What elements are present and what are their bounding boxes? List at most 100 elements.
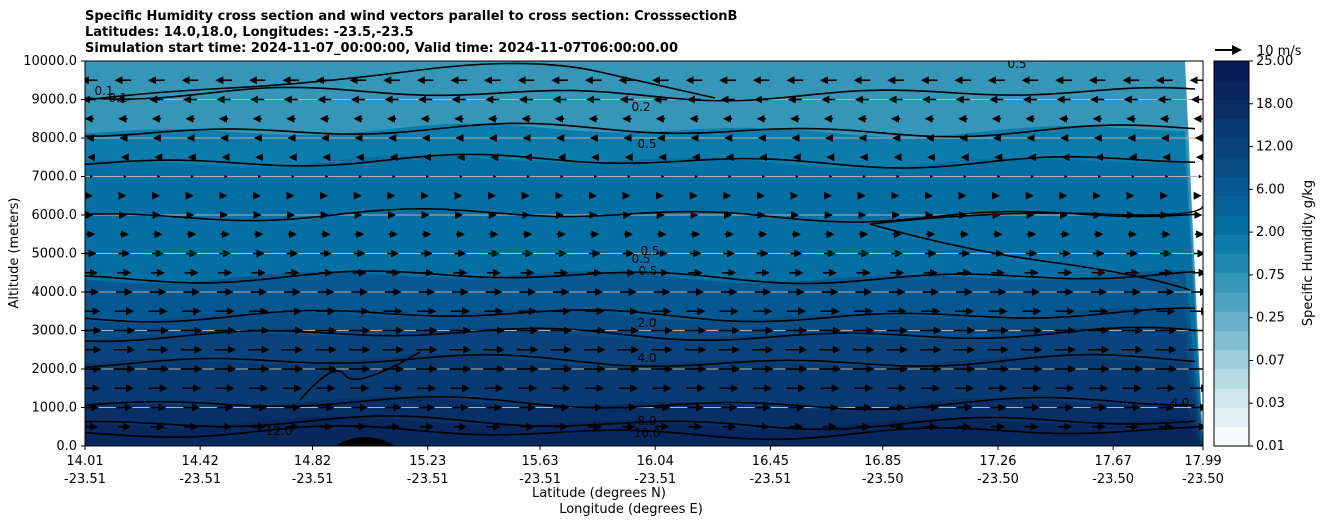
colorbar-band — [1214, 311, 1249, 331]
contour-line — [85, 415, 1196, 431]
wind-vector — [627, 174, 631, 179]
chart-title-line-2: Latitudes: 14.0,18.0, Longitudes: -23.5,… — [85, 25, 414, 40]
x-tick-label-lat: 14.82 — [294, 454, 331, 469]
contour-line — [85, 326, 1196, 343]
y-tick-label: 3000.0 — [32, 324, 78, 339]
x-tick-label-lat: 15.63 — [521, 454, 558, 469]
colorbar-tick-label: 25.00 — [1256, 54, 1293, 69]
contour-line — [85, 122, 1196, 138]
chart-title-line-3: Simulation start time: 2024-11-07_00:00:… — [85, 41, 678, 56]
wind-vector — [694, 174, 698, 179]
wind-vector — [123, 174, 127, 179]
contour-label: 16.0 — [634, 426, 661, 440]
colorbar-tick-label: 0.75 — [1256, 268, 1285, 283]
x-tick-label-lat: 17.99 — [1184, 454, 1221, 469]
contour-label: 0.1 — [94, 84, 113, 98]
x-tick-label-lon: -23.50 — [862, 472, 904, 487]
y-tick-label: 0.0 — [56, 439, 77, 454]
x-tick-label-lat: 16.04 — [637, 454, 674, 469]
colorbar-band — [1214, 176, 1249, 197]
colorbar-band — [1214, 80, 1249, 100]
wind-vector — [358, 174, 362, 179]
colorbar-band — [1214, 99, 1249, 120]
contour-line — [869, 223, 1191, 291]
contour-label: 0.5 — [640, 244, 659, 258]
wind-vector — [1064, 174, 1068, 179]
wind-vector — [325, 174, 329, 179]
wind-vector — [426, 174, 429, 179]
colorbar-band — [1214, 369, 1249, 389]
colorbar-tick-label: 12.00 — [1256, 140, 1293, 155]
colorbar-tick-label: 0.25 — [1256, 311, 1285, 326]
x-tick-label-lat: 17.67 — [1095, 454, 1132, 469]
wind-vector — [728, 174, 732, 179]
y-tick-label: 9000.0 — [32, 93, 78, 108]
colorbar-tick-label: 2.00 — [1256, 225, 1285, 240]
y-tick-label: 1000.0 — [32, 401, 78, 416]
wind-vector — [795, 174, 799, 179]
wind-vector — [1098, 174, 1101, 179]
contour-line — [85, 353, 1196, 369]
wind-vector — [526, 174, 530, 179]
wind-vector — [1198, 174, 1202, 179]
contour-label: 0.1 — [108, 91, 127, 105]
contour-label-group: 0.10.10.20.50.50.50.50.52.04.08.012.0 16.… — [94, 61, 1189, 440]
x-tick-label-lat: 14.42 — [182, 454, 219, 469]
colorbar-band — [1214, 330, 1249, 351]
y-axis-label: Altitude (meters) — [7, 198, 22, 309]
colorbar-band — [1214, 138, 1249, 158]
y-tick-label: 10000.0 — [23, 54, 77, 69]
wind-vector — [90, 174, 93, 179]
wind-vector — [157, 174, 161, 179]
x-tick-label-lon: -23.51 — [64, 472, 106, 487]
y-tick-label: 5000.0 — [32, 247, 78, 262]
terrain-bump — [335, 437, 395, 446]
contour-label: 0.5 — [631, 252, 650, 266]
colorbar-label: Specific Humidity g/kg — [1301, 180, 1316, 326]
y-tick-label: 6000.0 — [32, 208, 78, 223]
contour-line — [85, 208, 1196, 223]
y-axis: 0.0 1000.0 2000.0 3000.0 4000.0 5000.0 6000.0 7… — [23, 54, 85, 454]
contour-line — [85, 153, 1196, 169]
wind-vector — [1131, 174, 1135, 179]
wind-vector — [594, 174, 597, 179]
x-axis-label-line-1: Latitude (degrees N) — [532, 486, 666, 501]
wind-vector — [930, 174, 933, 179]
x-tick-label-lat: 17.26 — [979, 454, 1016, 469]
x-tick-label-lat: 14.01 — [66, 454, 103, 469]
contour-label: 2.0 — [637, 316, 656, 330]
colorbar-band — [1214, 61, 1249, 81]
contour-line — [869, 205, 1203, 225]
x-tick-label-lon: -23.50 — [1182, 472, 1224, 487]
grid — [85, 99, 1203, 408]
colorbar-band — [1214, 253, 1249, 274]
wind-vector — [963, 174, 967, 179]
quiver-key: 10 m/s — [1215, 44, 1302, 59]
contour-label: 4.0 — [1170, 396, 1189, 410]
x-tick-label-lon: -23.50 — [1092, 472, 1134, 487]
wind-vector — [762, 174, 765, 179]
y-tick-label: 8000.0 — [32, 131, 78, 146]
colorbar-band — [1214, 426, 1249, 447]
x-tick-label-lon: -23.51 — [179, 472, 221, 487]
colorbar-band — [1214, 234, 1249, 254]
x-tick-label-lon: -23.51 — [519, 472, 561, 487]
wind-vector — [560, 174, 564, 179]
wind-vector — [1165, 174, 1169, 179]
colorbar-band — [1214, 118, 1249, 139]
colorbar-band — [1214, 157, 1249, 177]
x-tick-label-lat: 15.23 — [409, 454, 446, 469]
contour-line — [85, 425, 1196, 441]
x-tick-label-lon: -23.51 — [634, 472, 676, 487]
x-tick-label-lat: 16.85 — [864, 454, 901, 469]
colorbar-band — [1214, 388, 1249, 408]
wind-vector — [258, 174, 261, 179]
colorbar-frame — [1213, 60, 1250, 447]
wind-vector — [392, 174, 396, 179]
colorbar-band — [1214, 272, 1249, 293]
wind-vector — [1030, 174, 1034, 179]
colorbar-tick-label: 18.00 — [1256, 97, 1293, 112]
quiver-key-label: 10 m/s — [1257, 44, 1302, 59]
chart-title-line-1: Specific Humidity cross section and wind… — [85, 9, 738, 24]
